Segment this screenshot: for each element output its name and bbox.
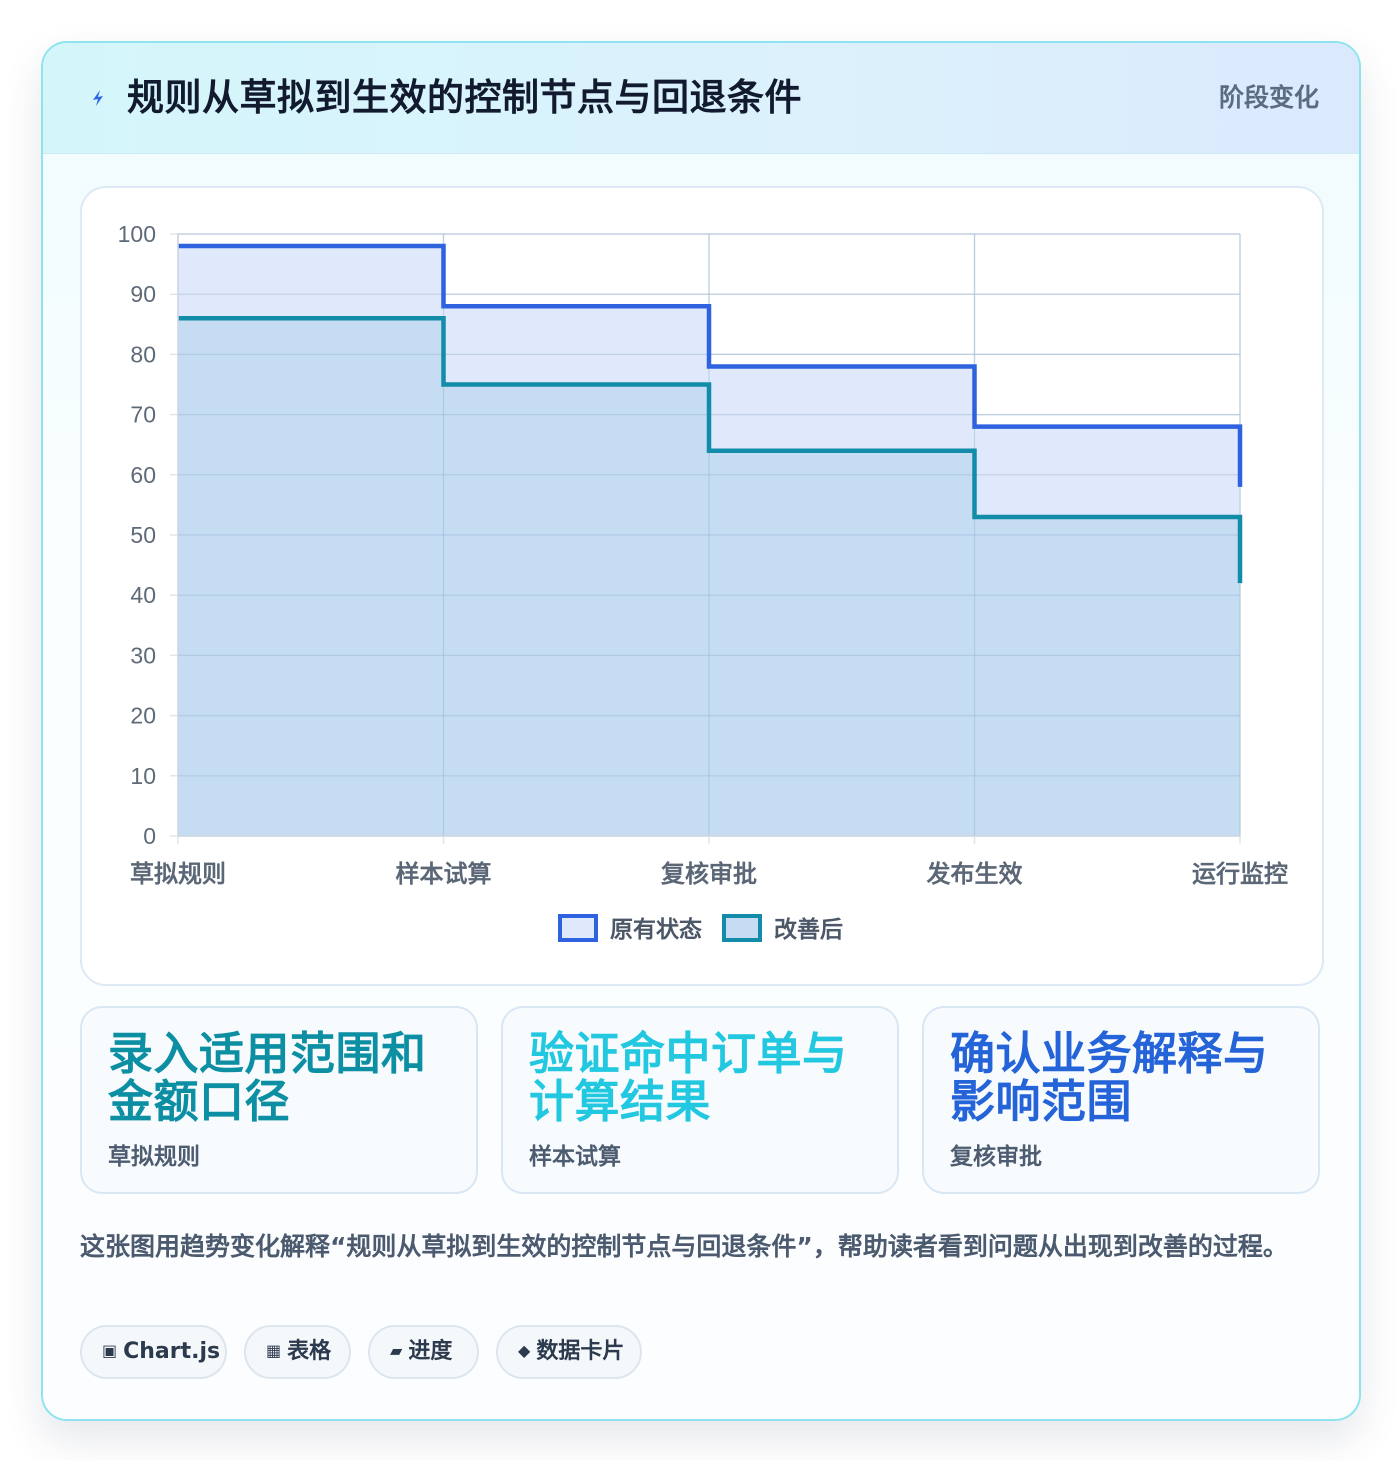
lightning-icon — [93, 90, 103, 106]
progress-icon: ▰ — [390, 1341, 403, 1360]
kpi-label: 样本试算 — [529, 1144, 621, 1170]
tag-chartjs[interactable]: ▣ Chart.js — [80, 1325, 227, 1379]
tag-data-card[interactable]: ◆ 数据卡片 — [496, 1325, 642, 1379]
series-line-1 — [178, 243, 1243, 487]
x-tick-label: 草拟规则 — [130, 860, 226, 888]
x-tick-label: 运行监控 — [1192, 860, 1288, 888]
tag-label: Chart.js — [123, 1339, 221, 1364]
table-icon: ▦ — [266, 1341, 282, 1360]
y-tick-label: 80 — [130, 341, 156, 367]
diamond-icon: ◆ — [518, 1341, 531, 1360]
chart-description: 这张图用趋势变化解释“规则从草拟到生效的控制节点与回退条件”，帮助读者看到问题从… — [80, 1232, 1288, 1261]
page-title: 规则从草拟到生效的控制节点与回退条件 — [127, 76, 802, 119]
legend-swatch-1 — [558, 914, 598, 942]
x-tick-label: 样本试算 — [396, 860, 492, 888]
kpi-card-sample: 验证命中订单与计算结果 样本试算 — [501, 1006, 899, 1194]
y-tick-label: 50 — [130, 522, 156, 548]
chart-panel: 0 10 20 30 40 50 60 70 80 90 100 草拟规则 样本试算 复核审批 发布生效 运行… — [80, 186, 1324, 986]
chart-icon: ▣ — [102, 1341, 118, 1360]
step-area-chart: 0 10 20 30 40 50 60 70 80 90 100 草拟规则 样本试算 复核审批 发布生效 运行… — [118, 221, 1288, 943]
kpi-value: 确认业务解释与影响范围 — [950, 1027, 1269, 1128]
y-tick-label: 70 — [130, 402, 156, 428]
y-tick-label: 90 — [130, 281, 156, 307]
legend-label-1: 原有状态 — [610, 916, 702, 943]
y-tick-label: 100 — [118, 221, 156, 247]
chart-card: 规则从草拟到生效的控制节点与回退条件 阶段变化 0 10 20 30 40 50 60 70 8… — [41, 41, 1361, 1421]
y-tick-label: 30 — [130, 642, 156, 668]
tag-label: 数据卡片 — [536, 1339, 625, 1364]
series-area-2 — [178, 318, 1240, 836]
legend-swatch-2 — [722, 914, 762, 942]
kpi-card-draft: 录入适用范围和金额口径 草拟规则 — [80, 1006, 478, 1194]
y-tick-label: 10 — [130, 763, 156, 789]
kpi-label: 复核审批 — [950, 1144, 1042, 1170]
kpi-card-review: 确认业务解释与影响范围 复核审批 — [922, 1006, 1320, 1194]
card-header: 规则从草拟到生效的控制节点与回退条件 阶段变化 — [43, 43, 1359, 154]
tag-label: 进度 — [408, 1339, 453, 1364]
stage-badge: 阶段变化 — [1218, 83, 1319, 112]
series-line-2 — [178, 316, 1243, 584]
kpi-value: 验证命中订单与计算结果 — [529, 1027, 848, 1128]
tag-label: 表格 — [287, 1339, 332, 1364]
kpi-value: 录入适用范围和金额口径 — [108, 1027, 427, 1128]
y-tick-label: 20 — [130, 703, 156, 729]
y-tick-label: 0 — [143, 823, 156, 849]
y-tick-label: 60 — [130, 462, 156, 488]
legend-label-2: 改善后 — [774, 916, 843, 943]
x-tick-label: 发布生效 — [926, 860, 1023, 888]
y-tick-label: 40 — [130, 582, 156, 608]
kpi-label: 草拟规则 — [108, 1144, 200, 1170]
tag-table[interactable]: ▦ 表格 — [244, 1325, 351, 1379]
x-tick-label: 复核审批 — [660, 860, 757, 888]
tag-progress[interactable]: ▰ 进度 — [368, 1325, 479, 1379]
